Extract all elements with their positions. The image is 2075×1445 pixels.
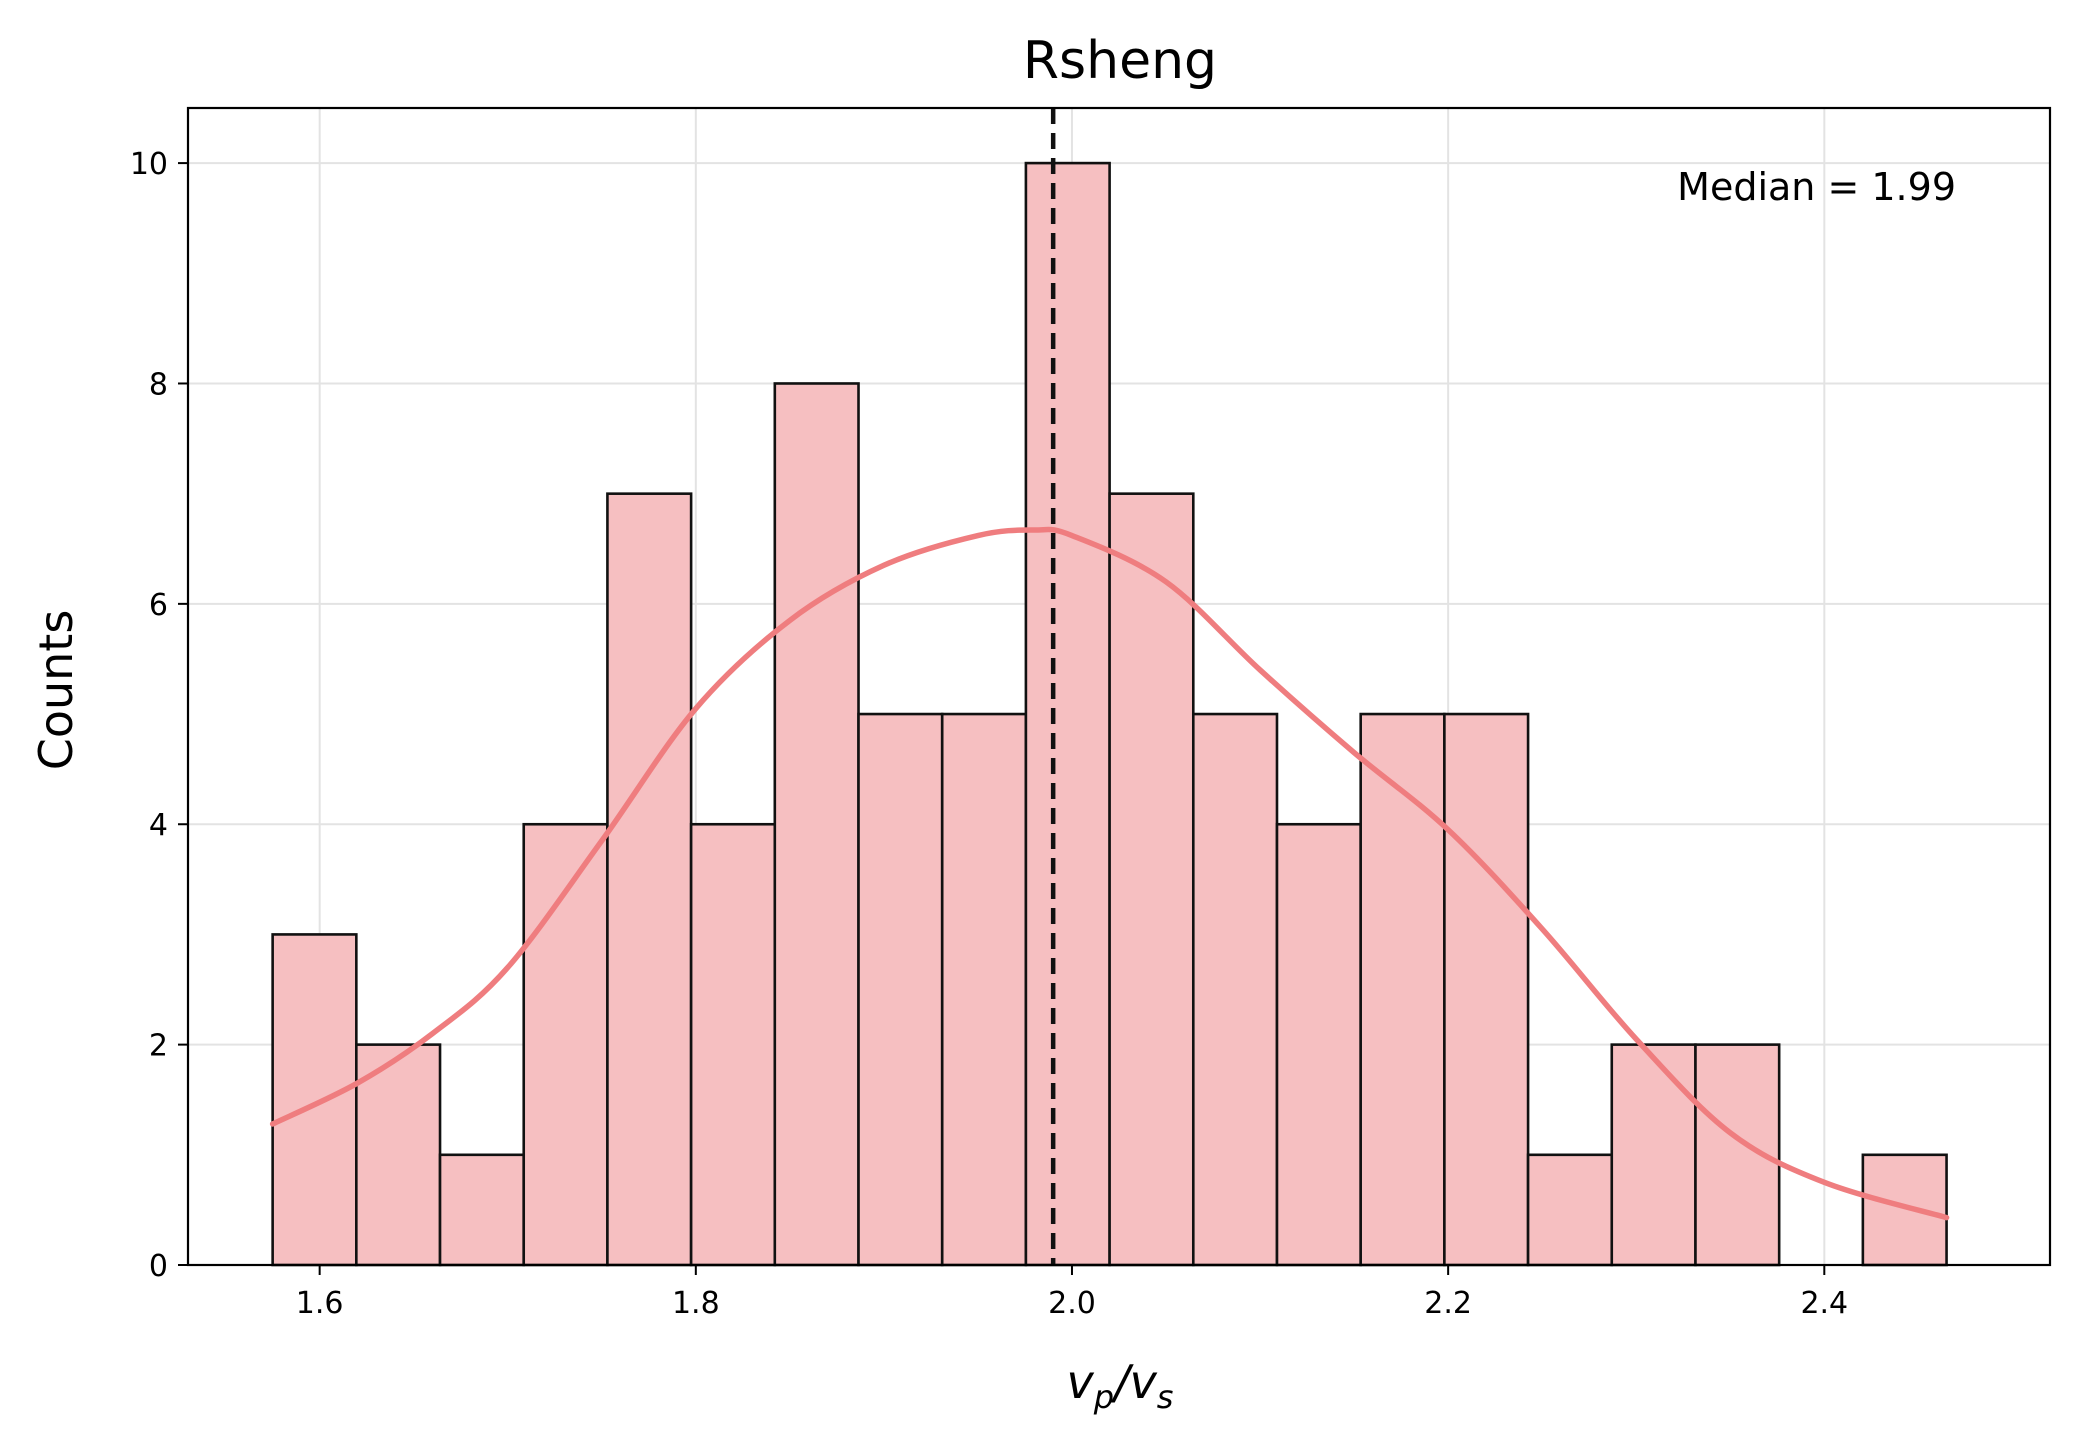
plot-frame (186, 106, 2052, 1267)
y-axis-label: Counts (29, 610, 83, 771)
histogram-bars (271, 161, 1948, 1267)
y-tick-label: 2 (149, 1029, 168, 1064)
histogram-bar (857, 712, 944, 1267)
x-tick-label: 2.0 (1048, 1286, 1096, 1321)
median-annotation: Median = 1.99 (1677, 165, 1956, 209)
histogram-bar (1359, 712, 1446, 1267)
kde-curve (269, 526, 1950, 1221)
x-tick-label: 1.8 (672, 1286, 720, 1321)
y-tick-label: 10 (130, 147, 168, 182)
histogram-bar (355, 1043, 442, 1267)
histogram-bar (1191, 712, 1279, 1267)
kde-curve-group (269, 526, 1950, 1221)
y-tick-label: 6 (149, 588, 168, 623)
y-tick-label: 0 (149, 1249, 168, 1284)
histogram-bar (689, 822, 777, 1267)
histogram-bar (940, 712, 1028, 1267)
histogram-bar (1024, 161, 1111, 1267)
histogram-bar (438, 1153, 526, 1267)
histogram-bar (1275, 822, 1362, 1267)
x-axis-label: vp/vs (1067, 1355, 1174, 1416)
x-axis-ticks: 1.6 1.8 2.0 2.2 2.4 (296, 1265, 1848, 1321)
histogram-bar (271, 933, 358, 1267)
x-tick-label: 2.2 (1424, 1286, 1472, 1321)
histogram-bar (1443, 712, 1530, 1267)
y-tick-label: 4 (149, 808, 168, 843)
x-tick-label: 2.4 (1800, 1286, 1848, 1321)
chart-title: Rsheng (1023, 31, 1217, 91)
y-tick-label: 8 (149, 367, 168, 402)
histogram-bar (1526, 1153, 1614, 1267)
histogram-bar (773, 382, 860, 1267)
histogram-bar (1108, 492, 1195, 1267)
histogram-bar (606, 492, 693, 1267)
histogram-bar (1610, 1043, 1697, 1267)
x-tick-label: 1.6 (296, 1286, 344, 1321)
histogram-bar (1861, 1153, 1948, 1267)
histogram-bar (522, 822, 609, 1267)
y-axis-ticks: 0 2 4 6 8 10 (130, 147, 188, 1284)
